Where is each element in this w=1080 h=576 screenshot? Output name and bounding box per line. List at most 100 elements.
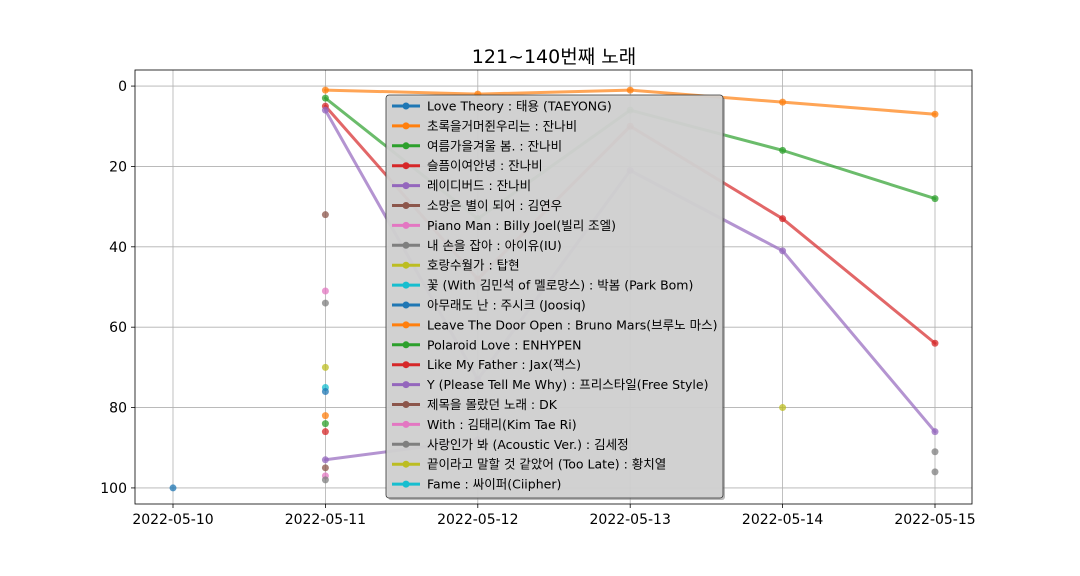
y-tick-label: 40: [109, 240, 127, 256]
series: [321, 464, 329, 472]
legend-label: 호랑수월가 : 탑현: [427, 258, 520, 273]
legend-marker: [402, 440, 410, 448]
legend-marker: [402, 361, 410, 369]
legend-marker: [402, 202, 410, 209]
y-tick-label: 80: [109, 401, 127, 417]
x-tick-label: 2022-05-14: [742, 512, 823, 528]
legend-marker: [402, 460, 410, 468]
legend-entry: 끝이라고 말할 것 같았어 (Too Late) : 황치열: [392, 457, 666, 472]
legend-marker: [402, 261, 410, 269]
legend-entry: 내 손을 잡아 : 아이유(IU): [392, 238, 562, 253]
legend-marker: [402, 341, 410, 349]
series: [321, 420, 329, 428]
data-point: [931, 110, 939, 118]
data-point: [321, 211, 329, 219]
series: [321, 428, 329, 436]
legend-entry: 여름가을겨울 봄. : 잔나비: [392, 138, 562, 153]
series: [321, 468, 939, 484]
x-tick-label: 2022-05-13: [590, 512, 671, 528]
data-point: [626, 86, 634, 94]
legend-entry: 아무래도 난 : 주시크 (Joosiq): [392, 298, 586, 313]
legend-label: Fame : 싸이퍼(Ciipher): [427, 477, 561, 492]
legend-marker: [402, 241, 410, 249]
x-tick-label: 2022-05-11: [285, 512, 366, 528]
legend-entry: 꽃 (With 김민석 of 멜로망스) : 박봄 (Park Bom): [392, 278, 693, 293]
legend-label: 아무래도 난 : 주시크 (Joosiq): [427, 298, 586, 313]
y-tick-label: 20: [109, 159, 127, 175]
legend-label: 끝이라고 말할 것 같았어 (Too Late) : 황치열: [427, 457, 666, 472]
legend-marker: [402, 102, 410, 110]
data-point: [779, 247, 787, 255]
data-point: [779, 98, 787, 106]
data-point: [321, 299, 329, 307]
series: [321, 363, 787, 412]
data-point: [321, 86, 329, 94]
legend-entry: 초록을거머쥔우리는 : 잔나비: [392, 118, 577, 133]
plot-area: 2022-05-10 2022-05-11 2022-05-12 2022-05-13…: [100, 69, 976, 528]
y-tick-label: 100: [100, 481, 127, 497]
legend: Love Theory : 태용 (TAEYONG) 초록을거머쥔우리는 : 잔나…: [385, 94, 725, 500]
legend-label: 초록을거머쥔우리는 : 잔나비: [427, 118, 577, 133]
legend-marker: [402, 142, 410, 150]
data-point: [321, 464, 329, 472]
legend-label: Y (Please Tell Me Why) : 프리스타일(Free Styl…: [426, 377, 708, 392]
legend-entry: With : 김태리(Kim Tae Ri): [392, 417, 577, 432]
legend-label: Piano Man : Billy Joel(빌리 조엘): [427, 218, 616, 233]
legend-entry: Leave The Door Open : Bruno Mars(브루노 마스): [392, 317, 717, 332]
legend-entry: Polaroid Love : ENHYPEN: [392, 337, 581, 352]
legend-label: 레이디버드 : 잔나비: [427, 178, 531, 193]
legend-label: Polaroid Love : ENHYPEN: [427, 337, 581, 352]
data-point: [931, 339, 939, 347]
data-point: [321, 420, 329, 428]
series: [169, 484, 177, 492]
legend-marker: [402, 301, 410, 309]
data-point: [321, 106, 329, 114]
legend-marker: [402, 281, 410, 289]
data-point: [321, 287, 329, 295]
y-tick-label: 60: [109, 320, 127, 336]
series: [321, 287, 329, 295]
legend-entry: Like My Father : Jax(잭스): [392, 357, 581, 372]
legend-label: 내 손을 잡아 : 아이유(IU): [427, 238, 562, 253]
data-point: [321, 363, 329, 371]
legend-entry: 레이디버드 : 잔나비: [392, 178, 531, 193]
data-point: [779, 146, 787, 154]
x-tick-label: 2022-05-10: [132, 512, 213, 528]
legend-label: Like My Father : Jax(잭스): [427, 357, 581, 372]
legend-marker: [402, 122, 410, 130]
data-point: [931, 428, 939, 436]
legend-entry: 소망은 별이 되어 : 김연우: [392, 198, 562, 213]
legend-label: 소망은 별이 되어 : 김연우: [427, 198, 562, 213]
series: [321, 211, 329, 219]
data-point: [931, 468, 939, 476]
legend-entry: 호랑수월가 : 탑현: [392, 258, 520, 273]
y-tick-label: 0: [118, 79, 127, 95]
series: [321, 86, 939, 118]
legend-entry: 제목을 몰랐던 노래 : DK: [392, 397, 558, 412]
legend-entry: 슬픔이여안녕 : 잔나비: [392, 158, 543, 173]
data-point: [931, 195, 939, 203]
axes-frame: [134, 69, 973, 505]
data-point: [321, 476, 329, 484]
legend-marker: [402, 381, 410, 389]
legend-marker: [402, 162, 410, 170]
x-tick-label: 2022-05-12: [437, 512, 518, 528]
series: [321, 412, 329, 420]
legend-label: 사랑인가 봐 (Acoustic Ver.) : 김세정: [427, 437, 629, 452]
legend-marker: [402, 401, 410, 408]
legend-marker: [402, 182, 410, 190]
legend-marker: [402, 480, 410, 488]
legend-box: [385, 94, 724, 499]
data-point: [321, 428, 329, 436]
legend-marker: [402, 221, 410, 229]
data-point: [779, 404, 787, 412]
legend-label: With : 김태리(Kim Tae Ri): [427, 417, 577, 432]
legend-marker: [402, 321, 410, 329]
data-point: [779, 215, 787, 223]
chart-title: 121~140번째 노래: [472, 46, 636, 68]
series: [321, 299, 939, 456]
legend-label: Leave The Door Open : Bruno Mars(브루노 마스): [427, 317, 717, 332]
data-point: [321, 456, 329, 464]
legend-entry: Love Theory : 태용 (TAEYONG): [392, 99, 612, 114]
